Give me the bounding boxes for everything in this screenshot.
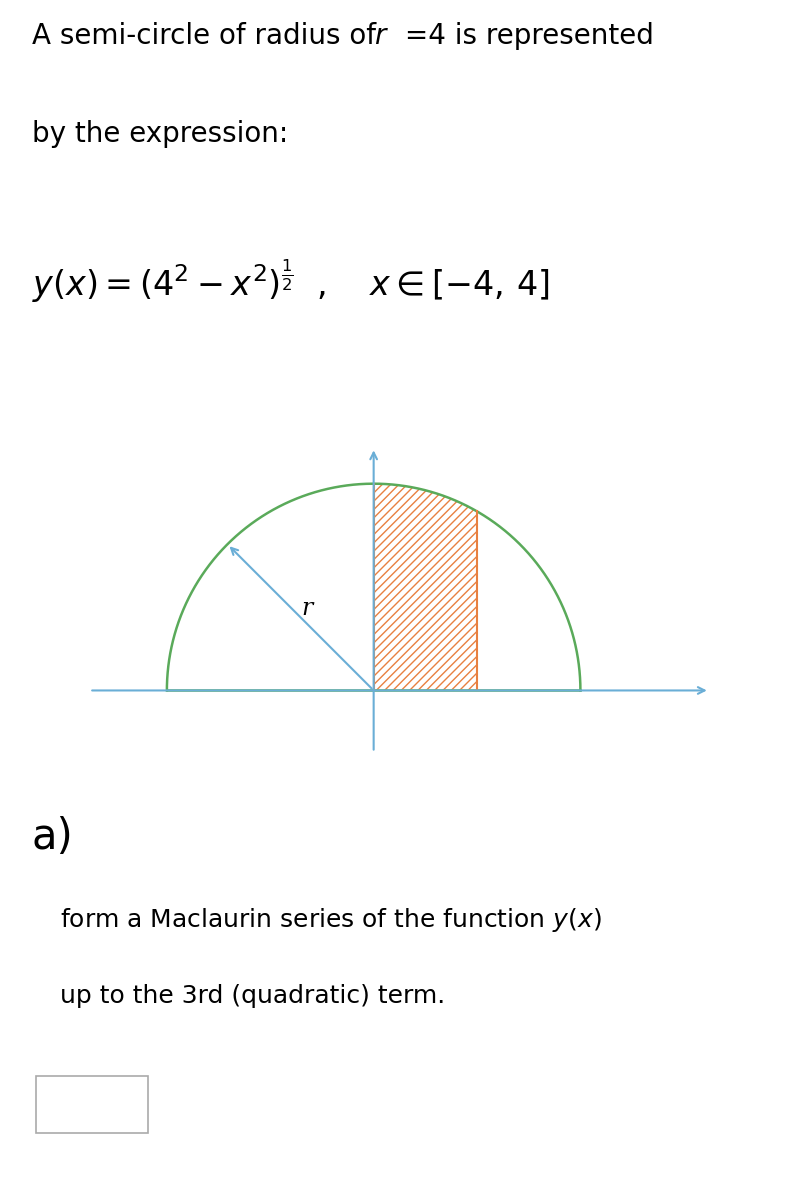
Text: $y(x) = (4^2 - x^2)^{\frac{1}{2}}$  ,    $x \in [-4,\, 4]$: $y(x) = (4^2 - x^2)^{\frac{1}{2}}$ , $x … xyxy=(32,258,550,305)
Text: =4 is represented: =4 is represented xyxy=(396,22,654,50)
Text: up to the 3rd (quadratic) term.: up to the 3rd (quadratic) term. xyxy=(60,984,445,1008)
Text: $r$: $r$ xyxy=(374,22,389,50)
Text: r: r xyxy=(302,596,313,619)
Text: form a Maclaurin series of the function $y(x)$: form a Maclaurin series of the function … xyxy=(60,906,602,935)
FancyBboxPatch shape xyxy=(36,1075,148,1133)
Text: by the expression:: by the expression: xyxy=(32,120,288,148)
Text: a): a) xyxy=(32,816,74,858)
Text: A semi-circle of radius of: A semi-circle of radius of xyxy=(32,22,385,50)
